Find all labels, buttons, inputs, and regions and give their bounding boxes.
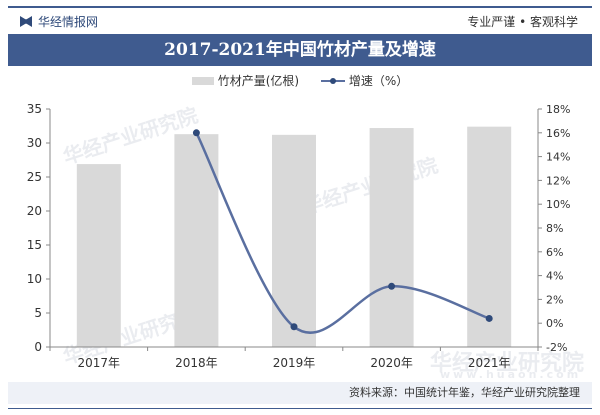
right-tick-label: 4%: [546, 270, 563, 283]
growth-line: [195, 132, 490, 334]
watermark: 华经产业研究院: [430, 351, 585, 376]
left-tick-label: 15: [27, 238, 42, 252]
left-tick-label: 25: [27, 170, 42, 184]
bottom-divider: [8, 408, 592, 409]
right-tick-label: 12%: [546, 174, 570, 187]
legend-line-label: 增速（%）: [348, 74, 409, 88]
left-tick-label: 0: [34, 340, 42, 354]
bar: [174, 134, 219, 347]
bar: [467, 126, 512, 348]
right-tick-label: 10%: [546, 198, 570, 211]
right-tick-label: 16%: [546, 127, 570, 140]
growth-point: [290, 323, 298, 331]
bar: [369, 128, 414, 347]
growth-point: [388, 282, 396, 290]
left-tick-label: 30: [27, 136, 42, 150]
right-tick-label: 8%: [546, 222, 563, 235]
x-tick-label: 2018年: [175, 356, 218, 370]
left-tick-label: 10: [27, 272, 42, 286]
x-tick-label: 2021年: [468, 356, 511, 370]
left-tick-label: 35: [27, 102, 42, 116]
right-tick-label: -2%: [546, 341, 567, 354]
top-divider: [8, 6, 592, 8]
chart-title: 2017-2021年中国竹材产量及增速: [8, 34, 592, 66]
x-tick-label: 2020年: [370, 356, 413, 370]
slogan: 专业严谨 • 客观科学: [467, 15, 578, 29]
watermark-url: www.huaon.com: [440, 368, 582, 381]
brand: 华经情报网: [20, 13, 98, 30]
right-tick-label: 14%: [546, 151, 570, 164]
bar: [76, 164, 121, 347]
legend-line-swatch: [320, 76, 345, 86]
legend-bar-label: 竹材产量(亿根): [217, 74, 300, 88]
right-tick-label: 0%: [546, 317, 563, 330]
legend: 竹材产量(亿根) 增速（%）: [0, 72, 600, 89]
logo-icon: [20, 16, 32, 27]
growth-point: [192, 129, 200, 137]
brand-name: 华经情报网: [38, 15, 99, 29]
right-tick-label: 18%: [546, 103, 570, 116]
right-tick-label: 2%: [546, 293, 563, 306]
growth-point: [485, 314, 493, 322]
left-tick-label: 20: [27, 204, 42, 218]
right-tick-label: 6%: [546, 246, 563, 259]
x-tick-label: 2019年: [273, 356, 316, 370]
bar: [272, 134, 316, 347]
source-note: 资料来源：中国统计年鉴，华经产业研究院整理: [8, 382, 592, 404]
x-tick-label: 2017年: [78, 356, 121, 370]
left-tick-label: 5: [34, 306, 42, 320]
legend-bar-swatch: [191, 76, 214, 85]
